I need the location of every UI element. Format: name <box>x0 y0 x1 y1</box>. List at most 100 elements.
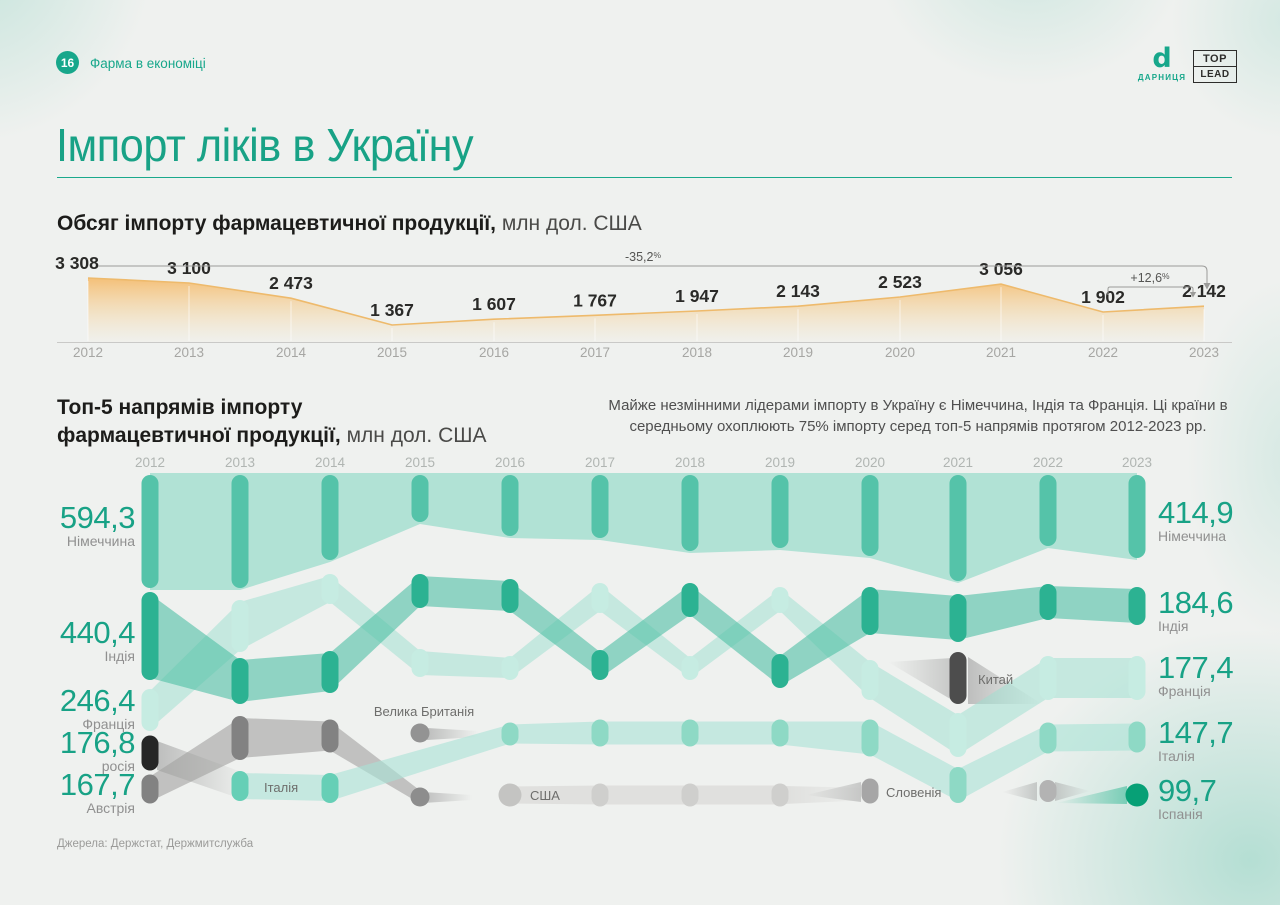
band-Італія <box>600 721 690 745</box>
area-value-label: 2 473 <box>269 273 313 293</box>
band-Індія <box>510 581 600 678</box>
area-value-label: 2 523 <box>878 272 922 292</box>
node-Австрія <box>410 787 430 807</box>
country-name: Індія <box>1158 618 1189 634</box>
bump-left-label-4: 176,8 росія <box>25 727 136 775</box>
bump-right-labels: 414,9 Німеччина 184,6 Індія 177,4 Франція 147,… <box>1158 0 1278 905</box>
country-name: Німеччина <box>1158 528 1227 544</box>
node-Франція <box>861 660 879 700</box>
page-title: Імпорт ліків в Україну <box>56 119 474 171</box>
band-austria-exit <box>423 792 472 803</box>
band-Індія <box>150 594 240 702</box>
node-Італія <box>861 719 879 757</box>
node-США <box>591 783 609 807</box>
bump-heading-unit: млн дол. США <box>340 424 487 448</box>
bump-year-label: 2021 <box>943 455 973 470</box>
country-value: 147,7 <box>1158 715 1234 750</box>
band-slovenia-in-2 <box>1002 782 1037 801</box>
area-year-label: 2020 <box>885 345 915 360</box>
band-germany <box>150 473 1137 590</box>
area-year-label: 2023 <box>1189 345 1219 360</box>
node-Індія <box>1039 584 1057 620</box>
area-year-label: 2022 <box>1088 345 1118 360</box>
area-fill <box>88 278 1204 342</box>
inline-country-label: Італія <box>264 780 298 795</box>
node-germany <box>141 475 159 588</box>
bump-year-label: 2019 <box>765 455 795 470</box>
node-Франція <box>1128 656 1146 700</box>
node-Словенія <box>1039 780 1057 802</box>
node-Італія <box>591 719 609 747</box>
band-Італія <box>240 773 330 801</box>
bump-year-label: 2013 <box>225 455 255 470</box>
area-value-label: 1 902 <box>1081 287 1125 307</box>
bump-left-label-1: 594,3 Німеччина <box>25 502 136 550</box>
node-germany <box>861 475 879 556</box>
band-austria <box>240 718 330 758</box>
area-year-label: 2019 <box>783 345 813 360</box>
node-Франція <box>771 587 789 613</box>
band-Італія <box>958 724 1048 801</box>
node-Італія <box>949 767 967 803</box>
inline-country-label: Словенія <box>886 785 941 800</box>
bump-right-label-4: 147,7 Італія <box>1158 717 1278 765</box>
area-value-label: 3 308 <box>55 253 99 273</box>
node-germany <box>501 475 519 536</box>
node-США <box>498 783 522 807</box>
band-usa <box>690 785 780 805</box>
bump-chart: 2012 2013 2014 2015 2016 2017 2018 2019 2020 2021… <box>135 455 1152 807</box>
node-Індія <box>861 587 879 635</box>
node-Іспанія <box>1125 783 1149 807</box>
node-germany <box>1128 475 1146 558</box>
title-underline <box>57 177 1232 178</box>
node-Австрія <box>141 774 159 804</box>
band-slovenia-in <box>806 782 861 802</box>
country-name: Франція <box>1158 683 1211 699</box>
area-chart-heading-unit: млн дол. США <box>496 212 642 235</box>
inline-country-label: США <box>530 788 560 803</box>
area-value-label: 1 947 <box>675 286 719 306</box>
band-Індія <box>240 653 330 702</box>
band-Франція <box>420 651 510 678</box>
bump-year-label: 2018 <box>675 455 705 470</box>
bump-right-label-2: 184,6 Індія <box>1158 587 1278 635</box>
bump-right-label-1: 414,9 Німеччина <box>1158 497 1278 545</box>
area-chart: 3 308 3 100 2 473 1 367 1 607 1 767 1 947 2 143… <box>55 250 1232 360</box>
node-Велика Британія <box>410 723 430 743</box>
band-usa <box>510 785 600 805</box>
band-Індія <box>600 585 690 678</box>
country-value: 440,4 <box>59 615 136 650</box>
band-Індія <box>780 589 870 686</box>
node-germany <box>681 475 699 551</box>
node-Індія <box>141 592 159 680</box>
band-Італія <box>780 721 870 755</box>
band-Індія <box>1048 586 1137 623</box>
country-name: росія <box>101 758 135 774</box>
node-Франція <box>321 574 339 604</box>
country-value: 177,4 <box>1158 650 1234 685</box>
area-chart-heading-bold: Обсяг імпорту фармацевтичної продукції, <box>57 212 497 235</box>
toplead-logo: TOP LEAD <box>1193 50 1237 83</box>
area-year-label: 2015 <box>377 345 407 360</box>
area-value-label: 1 367 <box>370 300 414 320</box>
node-Франція <box>1039 656 1057 700</box>
annotation-line-recent <box>1107 286 1194 295</box>
darnitsa-logo: d ДАРНИЦЯ <box>1136 45 1188 82</box>
node-росія <box>141 735 159 771</box>
node-Франція <box>411 649 429 677</box>
node-Франція <box>591 583 609 613</box>
page-number-badge: 16 <box>56 51 79 74</box>
band-Італія <box>1048 723 1137 752</box>
gray-flows <box>150 657 1127 805</box>
annotation-label-recent: +12,6% <box>1130 271 1170 285</box>
area-year-label: 2014 <box>276 345 307 360</box>
node-Франція <box>501 656 519 680</box>
node-germany <box>591 475 609 538</box>
bump-heading-line2: фармацевтичної продукції, <box>57 424 341 448</box>
bump-left-label-5: 167,7 Австрія <box>25 769 136 817</box>
node-Австрія <box>321 719 339 753</box>
band-Франція <box>240 576 330 650</box>
toplead-logo-bottom: LEAD <box>1200 69 1230 80</box>
